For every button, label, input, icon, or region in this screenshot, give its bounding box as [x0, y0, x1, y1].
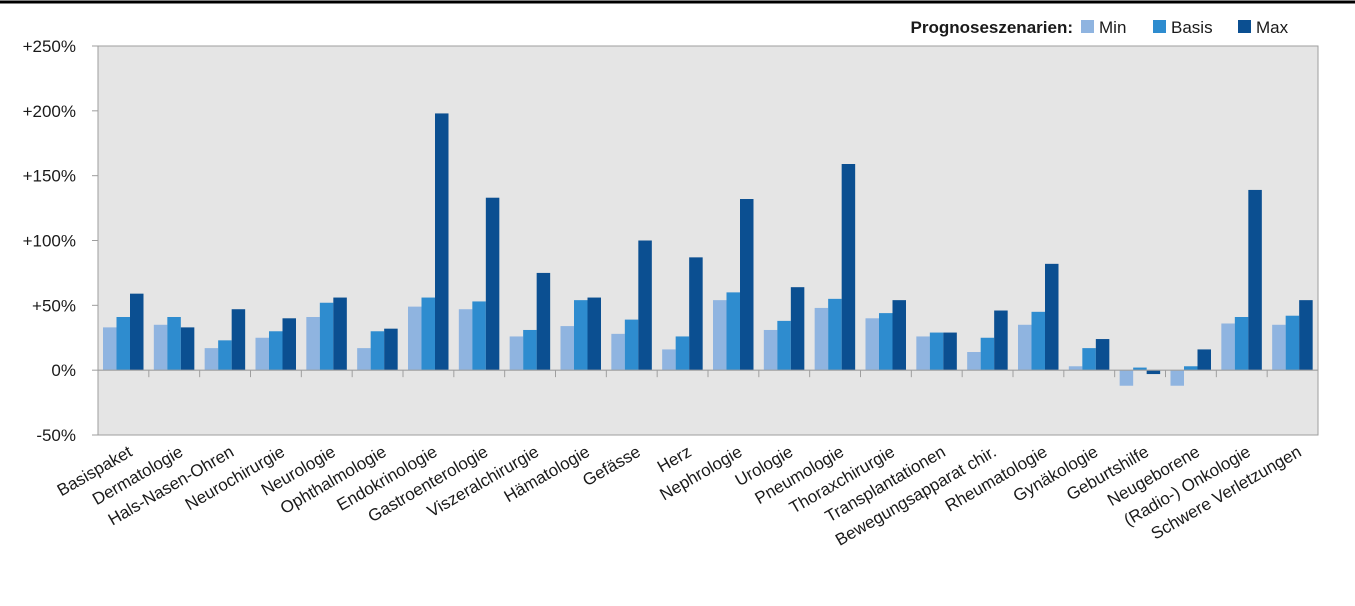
bar-min-22 — [1221, 323, 1235, 371]
bars-group — [103, 113, 1313, 386]
bar-min-12 — [713, 300, 727, 371]
bar-max-21 — [1197, 349, 1211, 371]
legend-swatch-max — [1238, 20, 1251, 33]
y-tick-label-3: +100% — [23, 232, 76, 251]
bar-max-2 — [231, 309, 246, 371]
legend: Prognoseszenarien: Min Basis Max — [911, 18, 1289, 37]
legend-label-basis: Basis — [1171, 18, 1213, 37]
bar-max-3 — [282, 318, 296, 371]
bar-basis-6 — [421, 297, 435, 371]
bar-min-3 — [255, 337, 269, 371]
bar-max-14 — [841, 164, 856, 371]
bar-max-9 — [587, 297, 601, 371]
bar-max-19 — [1095, 339, 1110, 371]
bar-max-5 — [384, 328, 398, 371]
y-tick-label-5: +200% — [23, 102, 76, 121]
y-tick-label-4: +150% — [23, 167, 76, 186]
x-axis-category-labels: BasispaketDermatologieHals-Nasen-OhrenNe… — [54, 442, 1305, 550]
x-category-label-10: Gefässe — [579, 442, 643, 490]
bar-basis-0 — [116, 317, 130, 371]
bar-basis-22 — [1234, 317, 1249, 371]
bar-min-15 — [865, 318, 879, 371]
bar-basis-20 — [1133, 367, 1147, 371]
bar-basis-18 — [1031, 311, 1045, 371]
bar-basis-14 — [828, 298, 842, 371]
bar-basis-5 — [370, 331, 385, 371]
bar-min-1 — [153, 324, 168, 371]
bar-max-6 — [435, 113, 449, 371]
bar-max-22 — [1248, 189, 1262, 371]
legend-label-max: Max — [1256, 18, 1289, 37]
bar-min-7 — [458, 309, 473, 371]
y-tick-label-6: +250% — [23, 37, 76, 56]
bar-min-4 — [306, 317, 320, 371]
legend-title: Prognoseszenarien: — [911, 18, 1074, 37]
bar-min-6 — [408, 306, 422, 371]
bar-min-0 — [103, 327, 117, 371]
bar-max-4 — [333, 297, 347, 371]
bar-basis-13 — [777, 320, 791, 371]
y-tick-label-1: 0% — [51, 361, 76, 380]
bar-max-20 — [1146, 370, 1161, 375]
bar-max-1 — [180, 327, 195, 371]
bar-min-13 — [763, 329, 778, 371]
bar-basis-8 — [523, 329, 537, 371]
bar-min-20 — [1119, 370, 1134, 386]
bar-min-21 — [1170, 370, 1184, 386]
bar-min-8 — [509, 336, 524, 371]
y-tick-label-2: +50% — [32, 296, 76, 315]
bar-basis-19 — [1082, 348, 1096, 371]
bar-min-16 — [916, 336, 930, 371]
bar-basis-23 — [1285, 315, 1300, 371]
legend-swatch-basis — [1153, 20, 1166, 33]
bar-basis-2 — [218, 340, 232, 371]
bar-max-10 — [638, 240, 652, 371]
bar-basis-1 — [167, 317, 181, 371]
bar-max-0 — [130, 293, 144, 371]
bar-basis-10 — [624, 319, 639, 371]
axes-group — [92, 45, 1319, 436]
bar-max-12 — [740, 199, 754, 371]
bar-max-8 — [536, 272, 551, 371]
bar-min-5 — [357, 348, 371, 371]
bar-max-16 — [943, 332, 957, 371]
bar-basis-4 — [319, 302, 334, 371]
y-axis-tick-labels: -50% 0% +50% +100% +150% +200% +250% — [23, 37, 76, 445]
bar-min-2 — [204, 348, 219, 371]
bar-basis-11 — [675, 336, 690, 371]
bar-basis-7 — [472, 301, 486, 371]
bar-basis-15 — [879, 313, 893, 371]
bar-min-18 — [1018, 324, 1032, 371]
bar-min-19 — [1068, 366, 1083, 371]
bar-basis-16 — [929, 332, 944, 371]
legend-label-min: Min — [1099, 18, 1126, 37]
bar-basis-3 — [269, 331, 283, 371]
bar-max-11 — [689, 257, 703, 371]
bar-basis-21 — [1184, 366, 1198, 371]
bar-min-10 — [611, 333, 625, 371]
bar-basis-17 — [980, 337, 995, 371]
bar-basis-12 — [726, 292, 740, 371]
bar-min-23 — [1272, 324, 1286, 371]
legend-swatch-min — [1081, 20, 1094, 33]
bar-max-15 — [892, 300, 906, 371]
bar-max-23 — [1299, 300, 1313, 371]
bar-max-17 — [994, 310, 1008, 371]
bar-max-13 — [790, 287, 805, 371]
bar-max-7 — [485, 197, 500, 371]
bar-basis-9 — [574, 300, 588, 371]
bar-min-14 — [814, 307, 829, 371]
bar-min-9 — [560, 326, 574, 371]
bar-min-11 — [662, 349, 676, 371]
bar-max-18 — [1045, 263, 1059, 371]
y-tick-label-0: -50% — [36, 426, 76, 445]
bar-min-17 — [967, 352, 981, 371]
